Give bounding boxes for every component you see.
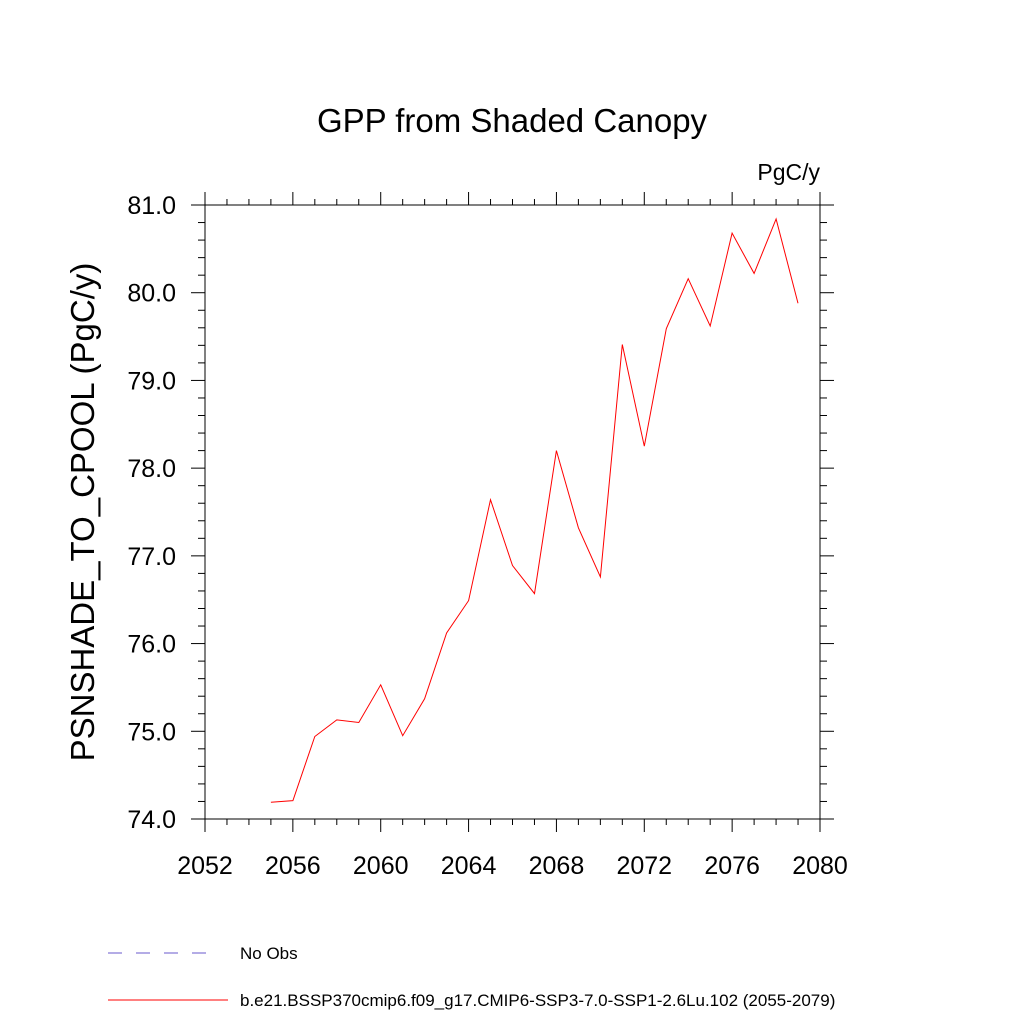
y-tick-label: 79.0 <box>127 367 176 395</box>
chart-title: GPP from Shaded Canopy <box>317 102 708 139</box>
x-tick-label: 2072 <box>616 852 672 880</box>
x-tick-label: 2068 <box>529 852 585 880</box>
y-tick-label: 76.0 <box>127 631 176 659</box>
legend: No Obs b.e21.BSSP370cmip6.f09_g17.CMIP6-… <box>108 944 835 1010</box>
y-tick-label: 78.0 <box>127 455 176 483</box>
x-tick-label: 2076 <box>704 852 760 880</box>
units-label: PgC/y <box>757 159 820 185</box>
series-line <box>270 217 799 803</box>
legend-label-no-obs: No Obs <box>240 944 298 963</box>
x-tick-label: 2064 <box>441 852 497 880</box>
y-tick-label: 80.0 <box>127 280 176 308</box>
y-axis-label: PSNSHADE_TO_CPOOL (PgC/y) <box>64 263 101 762</box>
axis-ticks <box>191 192 834 832</box>
tick-labels: 2052 2056 2060 2064 2068 2072 2076 2080 74.0 75.0… <box>127 192 847 880</box>
y-tick-label: 75.0 <box>127 718 176 746</box>
series-layer <box>270 217 799 803</box>
y-tick-label: 81.0 <box>127 192 176 220</box>
x-tick-label: 2052 <box>177 852 233 880</box>
legend-label-model: b.e21.BSSP370cmip6.f09_g17.CMIP6-SSP3-7.… <box>240 991 835 1010</box>
x-tick-label: 2080 <box>792 852 848 880</box>
y-tick-label: 77.0 <box>127 543 176 571</box>
y-tick-label: 74.0 <box>127 806 176 834</box>
plot-frame <box>204 204 821 820</box>
x-tick-label: 2056 <box>265 852 321 880</box>
x-tick-label: 2060 <box>353 852 409 880</box>
